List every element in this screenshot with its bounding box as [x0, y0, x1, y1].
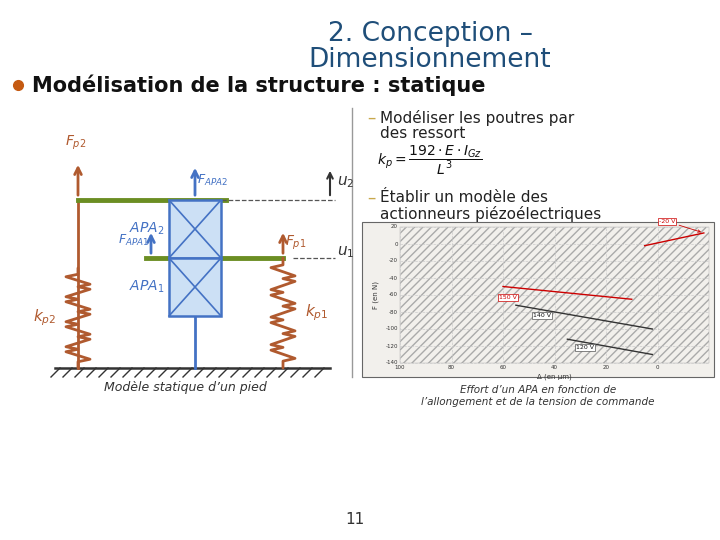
Text: 40: 40	[551, 365, 558, 370]
Text: Modèle statique d’un pied: Modèle statique d’un pied	[104, 381, 266, 395]
Text: l’allongement et de la tension de commande: l’allongement et de la tension de comman…	[421, 397, 654, 407]
Text: 80: 80	[448, 365, 455, 370]
Text: 60: 60	[500, 365, 506, 370]
Text: 150 V: 150 V	[499, 295, 517, 300]
Bar	[362, 222, 714, 377]
Text: -100: -100	[385, 327, 398, 332]
Text: -140: -140	[385, 361, 398, 366]
Text: $u_1$: $u_1$	[337, 244, 354, 260]
Text: –: –	[367, 189, 375, 207]
Text: 11: 11	[346, 512, 364, 528]
Text: $F_{p2}$: $F_{p2}$	[66, 134, 86, 152]
Text: -40: -40	[389, 275, 398, 280]
Text: 20: 20	[603, 365, 610, 370]
Text: -120: -120	[385, 343, 398, 348]
Text: $u_2$: $u_2$	[337, 174, 354, 190]
Text: $F_{p1}$: $F_{p1}$	[285, 234, 307, 252]
Text: -60: -60	[389, 293, 398, 298]
Text: F (en N): F (en N)	[373, 281, 379, 309]
Text: $APA_2$: $APA_2$	[129, 221, 164, 237]
Text: –: –	[367, 109, 375, 127]
Text: $F_{APA2}$: $F_{APA2}$	[197, 173, 228, 188]
Text: $k_{p1}$: $k_{p1}$	[305, 303, 328, 323]
Bar	[169, 200, 221, 258]
Text: actionneurs piézoélectriques: actionneurs piézoélectriques	[380, 206, 601, 222]
Text: 2. Conception –: 2. Conception –	[328, 21, 532, 47]
Text: 120 V: 120 V	[577, 345, 595, 350]
Text: 20: 20	[391, 225, 398, 230]
Text: Modélisation de la structure : statique: Modélisation de la structure : statique	[32, 74, 485, 96]
Text: Δ (en μm): Δ (en μm)	[537, 373, 572, 380]
Text: $k_{p2}$: $k_{p2}$	[32, 308, 56, 328]
Text: 140 V: 140 V	[533, 313, 551, 318]
Text: 0: 0	[656, 365, 660, 370]
Text: $F_{APA1}$: $F_{APA1}$	[118, 233, 149, 248]
Bar	[169, 258, 221, 316]
Text: $k_p = \dfrac{192 \cdot E \cdot I_{Gz}}{L^3}$: $k_p = \dfrac{192 \cdot E \cdot I_{Gz}}{…	[377, 143, 482, 177]
Text: Modéliser les poutres par: Modéliser les poutres par	[380, 110, 575, 126]
Text: 100: 100	[395, 365, 405, 370]
Bar	[400, 227, 709, 363]
Text: -20: -20	[389, 259, 398, 264]
Text: -20 V: -20 V	[659, 219, 701, 232]
Text: $APA_1$: $APA_1$	[129, 279, 164, 295]
Text: 0: 0	[395, 241, 398, 246]
Text: Effort d’un APA en fonction de: Effort d’un APA en fonction de	[460, 385, 616, 395]
Text: -80: -80	[389, 309, 398, 314]
Text: Établir un modèle des: Établir un modèle des	[380, 191, 548, 206]
Text: des ressort: des ressort	[380, 126, 465, 141]
Text: Dimensionnement: Dimensionnement	[309, 47, 552, 73]
